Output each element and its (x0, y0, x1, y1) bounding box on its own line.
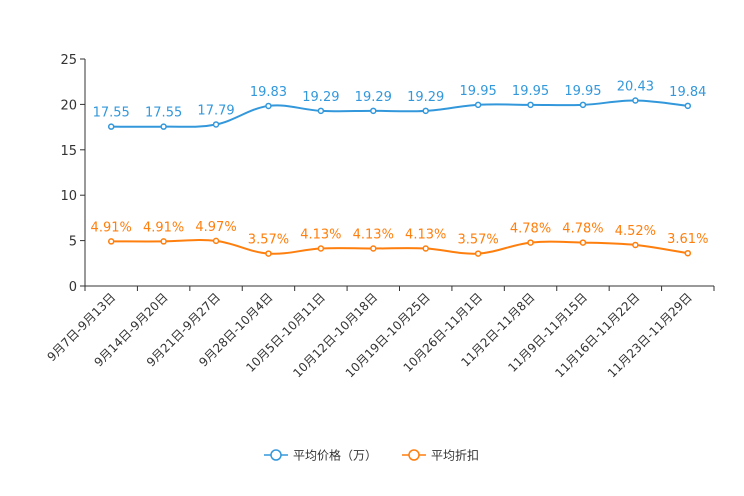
data-label: 19.95 (460, 84, 497, 99)
data-label: 19.83 (250, 85, 287, 100)
data-label: 4.78% (562, 222, 603, 237)
legend-label-2: 平均折扣 (431, 448, 479, 463)
y-tick-label: 5 (69, 235, 77, 250)
data-label-layer: 17.55 17.55 17.79 19.83 19.29 19.29 19.29 19.95… (91, 79, 709, 247)
data-label: 4.13% (353, 227, 394, 242)
series-line-2 (111, 239, 688, 255)
data-point (422, 107, 429, 115)
data-point (632, 97, 639, 104)
data-point (212, 237, 220, 245)
data-label: 19.29 (407, 90, 444, 105)
data-point (370, 245, 377, 252)
data-point (370, 107, 377, 115)
data-point (212, 121, 220, 128)
data-label: 17.55 (93, 106, 130, 121)
data-label: 3.61% (667, 232, 708, 247)
series-layer (107, 97, 692, 257)
data-label: 3.57% (248, 233, 289, 248)
data-point (474, 101, 482, 109)
data-label: 4.91% (91, 220, 132, 235)
y-tick-label: 0 (69, 280, 77, 295)
data-point (474, 250, 482, 257)
data-label: 4.78% (510, 222, 551, 237)
data-point (527, 239, 534, 246)
data-label: 4.13% (300, 227, 341, 242)
data-point (422, 245, 429, 252)
data-label: 4.13% (405, 227, 446, 242)
legend: 平均价格（万） 平均折扣 (264, 448, 479, 463)
data-label: 4.52% (615, 224, 656, 239)
data-point (107, 123, 115, 130)
data-label: 19.95 (564, 84, 601, 99)
data-label: 20.43 (617, 79, 654, 94)
data-point (160, 123, 167, 130)
data-label: 19.29 (355, 90, 392, 105)
data-point (265, 250, 272, 257)
data-point (527, 101, 534, 109)
legend-marker-icon (408, 449, 420, 461)
y-tick-label: 20 (60, 98, 77, 113)
data-point (579, 101, 587, 109)
data-point (107, 238, 115, 245)
legend-marker-icon (270, 449, 282, 461)
data-point (684, 249, 692, 257)
data-label: 17.79 (197, 103, 234, 118)
y-tick-label: 10 (60, 189, 77, 204)
y-tick-label: 25 (60, 53, 77, 68)
data-label: 17.55 (145, 106, 182, 121)
data-point (579, 239, 587, 246)
data-label: 19.95 (512, 84, 549, 99)
data-label: 4.91% (143, 220, 184, 235)
data-label: 4.97% (195, 220, 236, 235)
data-point (265, 102, 272, 110)
data-point (160, 238, 167, 245)
series-line-1 (111, 99, 688, 128)
data-point (317, 107, 325, 115)
data-label: 19.29 (302, 90, 339, 105)
legend-label-1: 平均价格（万） (293, 448, 377, 463)
data-point (632, 241, 639, 249)
data-label: 3.57% (457, 233, 498, 248)
data-point (684, 102, 692, 110)
y-tick-label: 15 (60, 144, 77, 159)
data-point (317, 245, 325, 252)
data-label: 19.84 (669, 85, 706, 100)
